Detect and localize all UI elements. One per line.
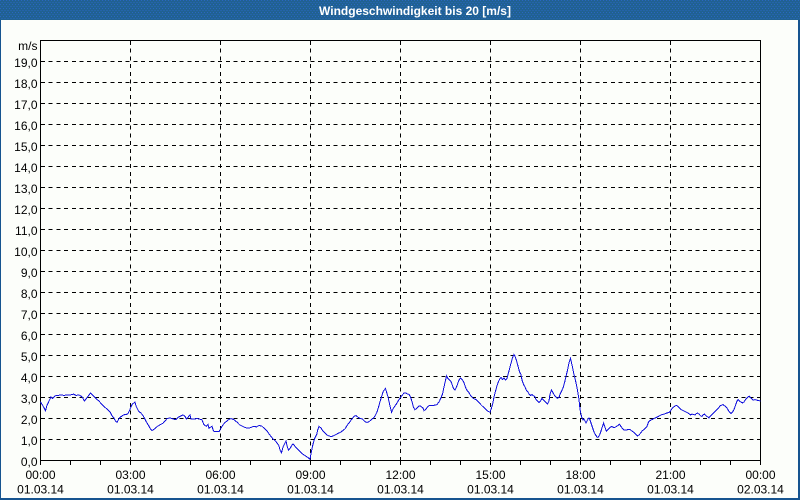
svg-text:17,0: 17,0: [14, 98, 38, 112]
svg-text:8,0: 8,0: [21, 287, 38, 301]
svg-text:Windgeschwindigkeit bis 20 [m/: Windgeschwindigkeit bis 20 [m/s]: [319, 4, 511, 18]
svg-text:6,0: 6,0: [21, 329, 38, 343]
svg-text:1,0: 1,0: [21, 434, 38, 448]
svg-text:12,0: 12,0: [14, 203, 38, 217]
svg-text:3,0: 3,0: [21, 392, 38, 406]
svg-text:01.03.14: 01.03.14: [197, 483, 244, 497]
svg-text:16,0: 16,0: [14, 119, 38, 133]
svg-text:01.03.14: 01.03.14: [557, 483, 604, 497]
svg-text:06:00: 06:00: [205, 468, 235, 482]
svg-text:09:00: 09:00: [295, 468, 325, 482]
svg-text:4,0: 4,0: [21, 371, 38, 385]
svg-text:7,0: 7,0: [21, 308, 38, 322]
svg-text:13,0: 13,0: [14, 182, 38, 196]
svg-text:5,0: 5,0: [21, 350, 38, 364]
svg-text:00:00: 00:00: [25, 468, 55, 482]
svg-text:03:00: 03:00: [115, 468, 145, 482]
svg-text:10,0: 10,0: [14, 245, 38, 259]
svg-text:14,0: 14,0: [14, 161, 38, 175]
svg-text:9,0: 9,0: [21, 266, 38, 280]
svg-text:11,0: 11,0: [15, 224, 38, 238]
svg-text:00:00: 00:00: [745, 468, 775, 482]
svg-text:21:00: 21:00: [655, 468, 685, 482]
svg-text:01.03.14: 01.03.14: [287, 483, 334, 497]
svg-text:15:00: 15:00: [475, 468, 505, 482]
svg-text:01.03.14: 01.03.14: [377, 483, 424, 497]
svg-text:15,0: 15,0: [14, 140, 38, 154]
svg-text:12:00: 12:00: [385, 468, 415, 482]
svg-text:19,0: 19,0: [14, 56, 38, 70]
svg-text:01.03.14: 01.03.14: [467, 483, 514, 497]
svg-text:18,0: 18,0: [14, 77, 38, 91]
svg-text:m/s: m/s: [18, 39, 37, 53]
svg-text:01.03.14: 01.03.14: [107, 483, 154, 497]
svg-text:2,0: 2,0: [21, 413, 38, 427]
svg-text:18:00: 18:00: [565, 468, 595, 482]
svg-text:01.03.14: 01.03.14: [17, 483, 64, 497]
svg-text:0,0: 0,0: [21, 455, 38, 469]
svg-text:01.03.14: 01.03.14: [647, 483, 694, 497]
svg-text:02.03.14: 02.03.14: [737, 483, 784, 497]
